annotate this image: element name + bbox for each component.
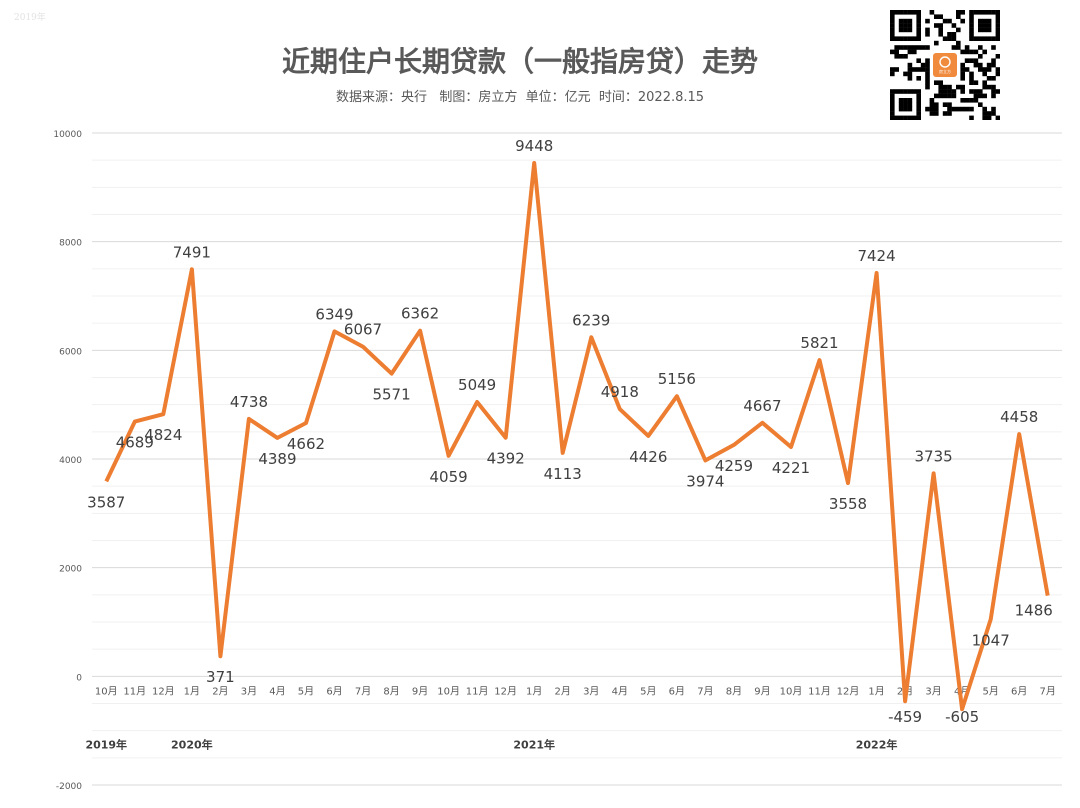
year-label: 2021年: [513, 737, 555, 751]
qr-code: 房立方: [890, 10, 1000, 120]
x-tick-label: 7月: [1040, 685, 1056, 697]
series-line: [104, 161, 1050, 712]
x-tick-label: 5月: [298, 685, 314, 697]
data-label: 1047: [972, 631, 1010, 649]
x-tick-label: 12月: [152, 685, 175, 697]
data-label: 4458: [1000, 408, 1038, 426]
data-label: 4662: [287, 435, 325, 453]
data-label: 4426: [629, 448, 667, 466]
data-label: 9448: [515, 137, 553, 155]
data-label: 371: [206, 668, 235, 686]
x-tick-label: 5月: [982, 685, 998, 697]
x-tick-label: 10月: [95, 685, 118, 697]
data-label: 4689: [116, 434, 154, 452]
x-tick-label: 11月: [466, 685, 489, 697]
data-label: -605: [945, 708, 979, 726]
data-label: -459: [888, 708, 922, 726]
year-label: 2019年: [85, 737, 127, 751]
x-tick-label: 6月: [326, 685, 342, 697]
data-label: 3735: [915, 447, 953, 465]
data-label: 7424: [857, 247, 895, 265]
data-label: 6067: [344, 321, 382, 339]
x-tick-label: 11月: [123, 685, 146, 697]
watermark: 2019年: [14, 13, 46, 23]
x-tick-label: 9月: [412, 685, 428, 697]
y-tick-label: 4000: [59, 456, 82, 466]
data-label: 6362: [401, 305, 439, 323]
data-label: 4059: [430, 468, 468, 486]
x-tick-label: 3月: [241, 685, 257, 697]
x-tick-label: 7月: [355, 685, 371, 697]
x-tick-label: 2月: [555, 685, 571, 697]
data-label: 3587: [87, 493, 125, 511]
x-tick-label: 3月: [583, 685, 599, 697]
x-tick-label: 10月: [437, 685, 460, 697]
x-tick-label: 6月: [669, 685, 685, 697]
year-labels: 2019年 2020年 2021年 2022年: [85, 737, 897, 751]
x-tick-label: 1月: [184, 685, 200, 697]
x-tick-label: 3月: [925, 685, 941, 697]
data-label: 7491: [173, 243, 211, 261]
data-label: 3558: [829, 495, 867, 513]
y-tick-label: 6000: [59, 347, 82, 357]
data-label: 5049: [458, 376, 496, 394]
x-tick-label: 8月: [383, 685, 399, 697]
x-tick-label: 1月: [868, 685, 884, 697]
data-label: 3974: [686, 472, 724, 490]
x-axis-ticks: 10月 11月 12月 1月 2月 3月 4月 5月 6月 7月 8月 9月 10月 11月 12月 1月 2月…: [95, 685, 1056, 697]
x-tick-label: 4月: [612, 685, 628, 697]
year-label: 2020年: [171, 737, 213, 751]
x-tick-label: 5月: [640, 685, 656, 697]
qr-center-label: 房立方: [939, 68, 951, 74]
year-label: 2022年: [856, 737, 898, 751]
x-tick-label: 12月: [837, 685, 860, 697]
x-tick-label: 12月: [494, 685, 517, 697]
x-tick-label: 10月: [780, 685, 803, 697]
y-tick-label: -2000: [56, 782, 82, 792]
x-tick-label: 11月: [808, 685, 831, 697]
data-label: 6239: [572, 311, 610, 329]
data-label: 4389: [258, 450, 296, 468]
data-label: 4259: [715, 457, 753, 475]
x-tick-label: 9月: [754, 685, 770, 697]
data-label: 4113: [544, 465, 582, 483]
chart-title: 近期住户长期贷款（一般指房贷）走势: [281, 45, 758, 78]
data-label: 4918: [601, 383, 639, 401]
data-label: 4667: [743, 397, 781, 415]
y-tick-label: 10000: [53, 130, 82, 140]
data-label: 5821: [800, 334, 838, 352]
data-label: 4221: [772, 459, 810, 477]
x-tick-label: 4月: [269, 685, 285, 697]
x-tick-label: 1月: [526, 685, 542, 697]
data-label: 4824: [144, 426, 182, 444]
x-tick-label: 2月: [212, 685, 228, 697]
x-tick-label: 8月: [726, 685, 742, 697]
x-tick-label: 6月: [1011, 685, 1027, 697]
y-tick-label: 8000: [59, 239, 82, 249]
data-label: 4738: [230, 393, 268, 411]
data-label: 6349: [315, 305, 353, 323]
y-tick-label: 2000: [59, 565, 82, 575]
data-label: 5571: [372, 386, 410, 404]
data-label: 4392: [487, 450, 525, 468]
y-axis-ticks: -2000 0 2000 4000 6000 8000 10000: [53, 130, 82, 792]
data-label: 1486: [1015, 602, 1053, 620]
y-tick-label: 0: [76, 673, 82, 683]
chart-subtitle: 数据来源：央行 制图：房立方 单位：亿元 时间：2022.8.15: [335, 90, 705, 105]
x-tick-label: 7月: [697, 685, 713, 697]
data-label: 5156: [658, 370, 696, 388]
